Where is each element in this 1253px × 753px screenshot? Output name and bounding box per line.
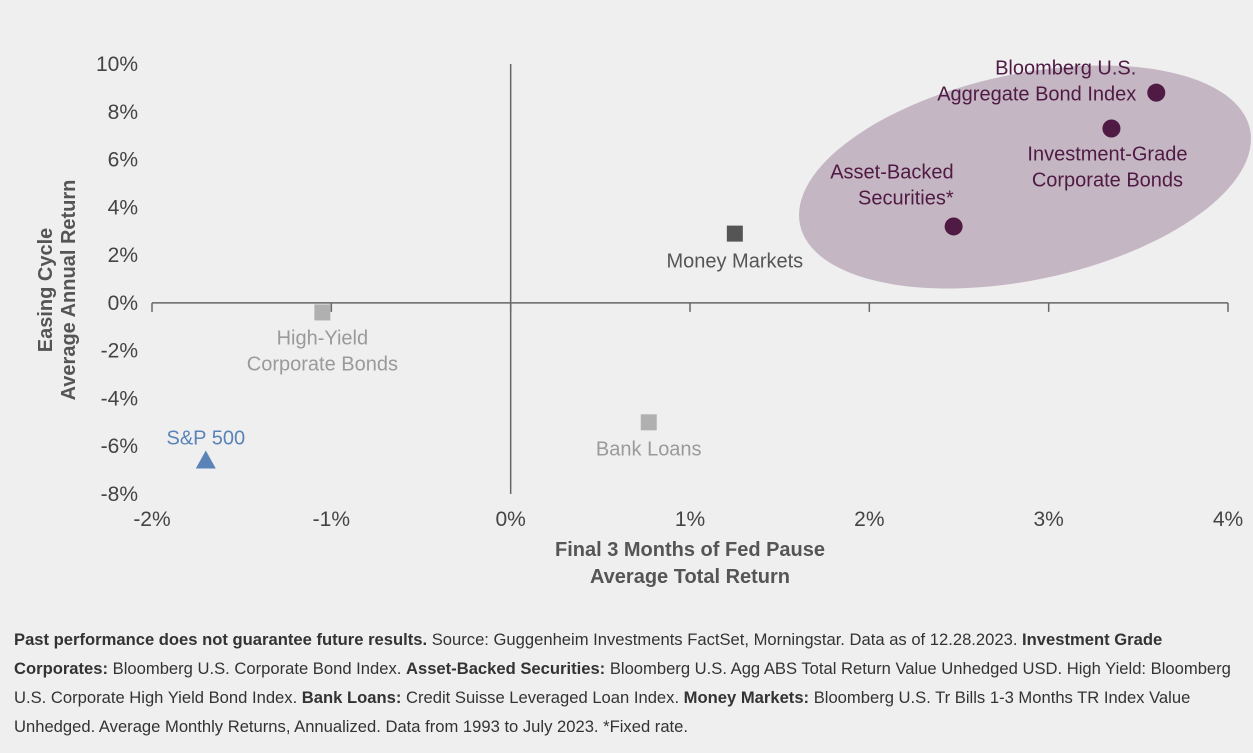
point-label: Money Markets — [666, 251, 803, 273]
y-axis-title: Average Annual Return — [58, 180, 80, 401]
chart-area: -2% -1% 0% 1% 2% 3% 4% 10% 8% 6% 4% 2% 0% -2% -4% -6% -8… — [35, 53, 1251, 588]
footnote-segment: Bloomberg U.S. Corporate Bond Index. — [108, 659, 406, 678]
scatter-chart: -2% -1% 0% 1% 2% 3% 4% 10% 8% 6% 4% 2% 0% -2% -4% -6% -8… — [35, 53, 1251, 588]
x-axis-title: Final 3 Months of Fed Pause — [555, 539, 825, 561]
x-axis-title: Average Total Return — [590, 566, 790, 588]
point-label: Aggregate Bond Index — [937, 84, 1136, 106]
y-axis-title: Easing Cycle — [35, 228, 57, 353]
footnote-segment: Credit Suisse Leveraged Loan Index. — [401, 688, 684, 707]
y-tick-label: 8% — [108, 101, 138, 124]
point-label: Bank Loans — [596, 438, 702, 460]
point-label: Corporate Bonds — [247, 353, 398, 375]
point-label: High-Yield — [277, 327, 369, 349]
point-label: Bloomberg U.S. — [995, 58, 1136, 80]
x-tick-label: 3% — [1033, 508, 1063, 531]
highlight-ellipse — [799, 65, 1251, 289]
footnote-segment: Bloomberg U.S. Agg ABS Total Return Valu… — [14, 659, 1231, 707]
source-footnote: Past performance does not guarantee futu… — [14, 625, 1246, 741]
y-tick-label: 4% — [108, 196, 138, 219]
point-label: Securities* — [858, 187, 954, 209]
y-tick-label: 10% — [96, 53, 138, 76]
x-tick-label: 1% — [675, 508, 705, 531]
data-point-circle — [1147, 83, 1166, 102]
data-point-circle — [944, 217, 963, 236]
footnote-bold-segment: Investment Grade Corporates: — [14, 630, 1163, 678]
footnote-segment: Source: Guggenheim Investments FactSet, … — [427, 630, 1023, 649]
data-point-square — [640, 414, 657, 431]
x-tick-label: -1% — [313, 508, 350, 531]
data-point-square — [314, 304, 331, 321]
y-tick-label: -4% — [101, 387, 138, 410]
point-label: Investment-Grade — [1027, 144, 1187, 166]
footnote-segment: Bloomberg U.S. Tr Bills 1-3 Months TR In… — [14, 688, 1191, 736]
y-tick-label: -8% — [101, 483, 138, 506]
point-label: Corporate Bonds — [1032, 170, 1183, 192]
x-tick-label: 4% — [1213, 508, 1243, 531]
data-point-triangle — [195, 450, 216, 469]
x-tick-label: 0% — [495, 508, 525, 531]
x-tick-label: -2% — [133, 508, 170, 531]
footnote-bold-segment: Past performance does not guarantee futu… — [14, 630, 428, 649]
y-tick-label: 0% — [108, 292, 138, 315]
footnote-bold-segment: Money Markets: — [683, 688, 810, 707]
data-point-square — [726, 225, 743, 242]
y-tick-label: 6% — [108, 149, 138, 172]
footnote-bold-segment: Bank Loans: — [301, 688, 402, 707]
x-tick-label: 2% — [854, 508, 884, 531]
point-label: Asset-Backed — [830, 161, 953, 183]
data-point-circle — [1102, 119, 1121, 138]
y-tick-label: -6% — [101, 435, 138, 458]
footnote-bold-segment: Asset-Backed Securities: — [405, 659, 606, 678]
y-tick-label: 2% — [108, 244, 138, 267]
y-tick-label: -2% — [101, 340, 138, 363]
point-label: S&P 500 — [167, 428, 246, 450]
